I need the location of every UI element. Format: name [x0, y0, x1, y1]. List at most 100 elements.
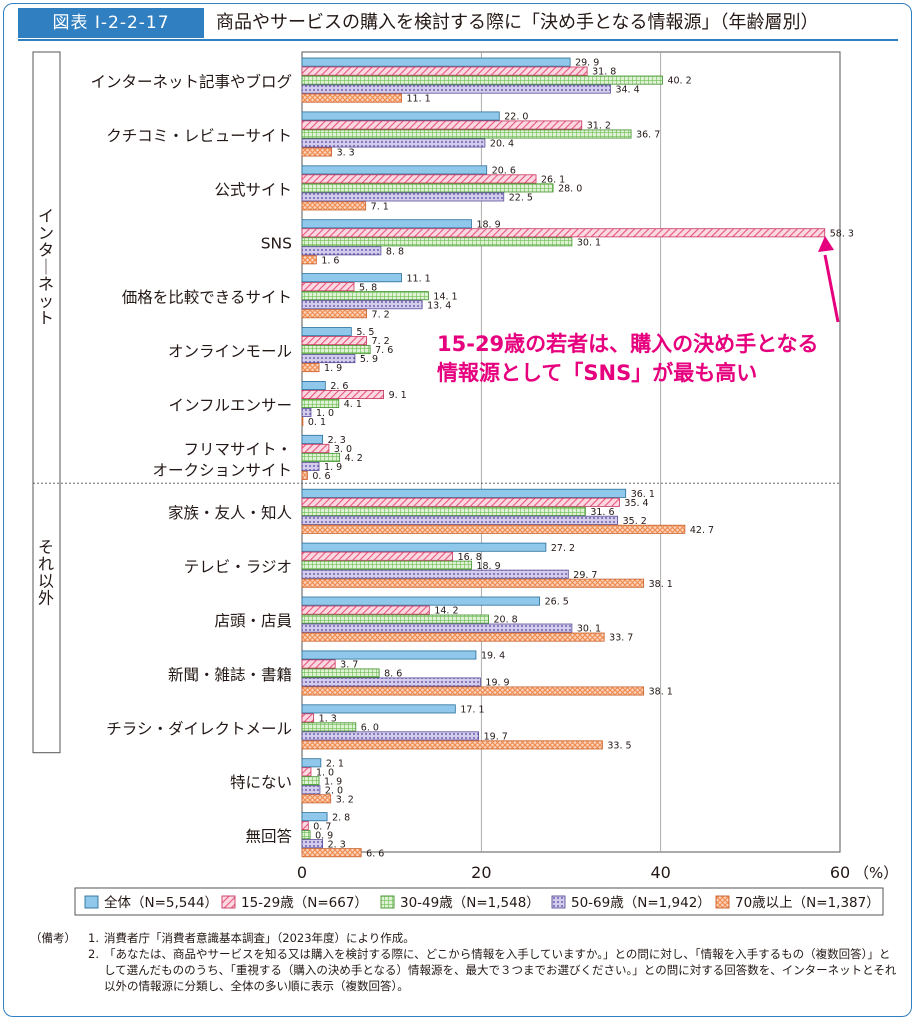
value-label: 38. 1 — [649, 687, 673, 698]
bar — [301, 848, 362, 858]
annotation-arrowhead — [818, 236, 834, 252]
value-label: 30. 1 — [577, 624, 601, 635]
bar — [301, 416, 304, 426]
value-label: 3. 0 — [334, 444, 352, 455]
bar — [301, 488, 627, 498]
note-text: 消費者庁「消費者意識基本調査」（2023年度）により作成。 — [104, 931, 415, 945]
bar — [301, 542, 547, 552]
value-label: 33. 7 — [609, 633, 633, 644]
annotation-arrow — [823, 254, 840, 323]
bar — [301, 120, 583, 130]
bar — [301, 569, 569, 579]
x-tick-label: 40 — [650, 863, 670, 882]
value-label: 31. 6 — [590, 507, 614, 518]
value-label: 11. 1 — [407, 273, 431, 284]
bar — [301, 821, 309, 831]
value-label: 22. 0 — [504, 112, 528, 123]
value-label: 16. 8 — [458, 552, 482, 563]
bar — [301, 336, 367, 346]
bar — [301, 237, 573, 247]
value-label: 6. 6 — [366, 848, 384, 859]
bar — [301, 183, 554, 193]
value-label: 42. 7 — [690, 525, 714, 536]
bar — [301, 524, 686, 534]
legend-label: 全体（N=5,544） — [104, 894, 218, 911]
bar — [301, 201, 367, 211]
value-label: 38. 1 — [649, 579, 673, 590]
bar — [301, 785, 321, 795]
value-label: 3. 7 — [340, 660, 358, 671]
figure-header: 図表 I-2-2-17 商品やサービスの購入を検討する際に「決め手となる情報源」… — [18, 8, 898, 41]
value-label: 2. 8 — [332, 812, 350, 823]
value-label: 7. 2 — [372, 309, 390, 320]
group-label-other: それ以外 — [38, 537, 54, 607]
category-label: 公式サイト — [214, 181, 292, 199]
bar — [301, 57, 571, 67]
header-rule — [18, 39, 898, 41]
legend — [74, 887, 884, 916]
figure-frame — [3, 3, 912, 1017]
value-label: 29. 9 — [575, 58, 599, 69]
category-label: チラシ・ダイレクトメール — [106, 720, 292, 738]
legend-label: 70歳以上（N=1,387） — [735, 895, 880, 911]
bar — [301, 578, 645, 588]
bar — [301, 273, 402, 283]
value-label: 19. 9 — [485, 678, 509, 689]
value-label: 1. 3 — [319, 714, 337, 725]
category-label: 価格を比較できるサイト — [122, 289, 292, 307]
bar — [301, 228, 826, 238]
bar — [301, 219, 472, 229]
value-label: 33. 5 — [607, 741, 631, 752]
value-label: 2. 0 — [325, 785, 343, 796]
legend-swatch — [84, 895, 99, 909]
bar — [301, 147, 332, 157]
bar — [301, 138, 486, 148]
category-label: 特にない — [230, 774, 292, 792]
annotation-text: 情報源として「SNS」が最も高い — [437, 361, 757, 385]
value-label: 31. 8 — [592, 67, 616, 78]
bar — [301, 758, 322, 768]
value-label: 36. 1 — [631, 489, 655, 500]
category-label: クチコミ・レビューサイト — [106, 127, 292, 145]
bar — [301, 66, 588, 76]
value-label: 2. 3 — [328, 839, 346, 850]
value-label: 20. 4 — [490, 139, 514, 150]
value-label: 20. 6 — [492, 166, 516, 177]
value-label: 34. 4 — [615, 85, 639, 96]
bar — [301, 659, 336, 669]
legend-swatch — [715, 895, 730, 909]
category-label: テレビ・ラジオ — [184, 558, 292, 576]
bar — [301, 515, 619, 525]
annotation-text: 15-29歳の若者は、購入の決め手となる — [437, 332, 819, 356]
bar — [301, 300, 423, 310]
value-label: 28. 0 — [558, 184, 582, 195]
note-number: 1. — [88, 931, 99, 945]
value-label: 31. 2 — [587, 121, 611, 132]
value-label: 36. 7 — [636, 130, 660, 141]
value-label: 7. 2 — [372, 336, 390, 347]
bar — [301, 713, 315, 723]
bar — [301, 722, 357, 732]
value-label: 0. 9 — [315, 830, 333, 841]
bar — [301, 363, 320, 373]
value-label: 26. 1 — [541, 175, 565, 186]
value-label: 1. 0 — [316, 408, 334, 419]
figure-number: 図表 I-2-2-17 — [18, 8, 204, 38]
bar — [301, 740, 603, 750]
category-label: フリマサイト・オークションサイト — [152, 440, 292, 479]
bar — [301, 443, 330, 453]
value-label: 8. 6 — [384, 669, 402, 680]
bar — [301, 605, 430, 615]
group-label-internet: インタ｜ネット — [38, 207, 54, 328]
legend-label: 50-69歳（N=1,942） — [571, 895, 711, 911]
bar — [301, 354, 356, 364]
value-label: 30. 1 — [577, 237, 601, 248]
value-label: 9. 1 — [389, 390, 407, 401]
bar — [301, 767, 312, 777]
bar — [301, 84, 611, 94]
bar — [301, 776, 320, 786]
bar — [301, 623, 573, 633]
category-label: 店頭・店員 — [214, 612, 292, 630]
value-label: 27. 2 — [551, 543, 575, 554]
